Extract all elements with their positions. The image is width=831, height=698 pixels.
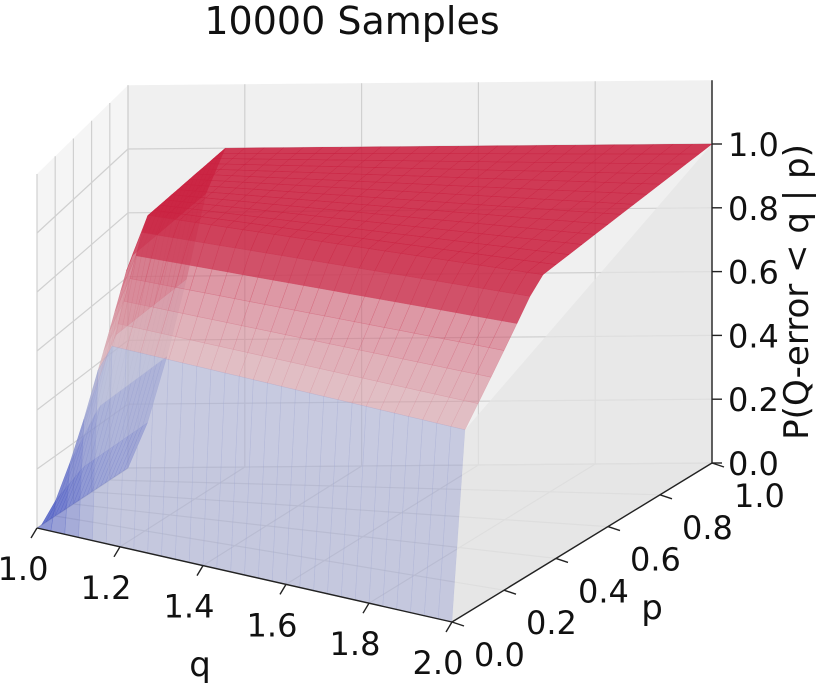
x-axis-label: q — [189, 645, 211, 685]
grid-line-z-left — [36, 212, 129, 293]
x-tick-mark — [30, 527, 38, 539]
grid-line-z-left — [36, 276, 129, 352]
z-tick-label: 1.0 — [728, 126, 779, 164]
x-tick-label: 1.4 — [164, 588, 215, 626]
y-tick-label: 0.2 — [526, 604, 577, 642]
y-tick-mark — [503, 589, 517, 595]
z-tick-label: 0.0 — [728, 445, 779, 483]
y-tick-mark — [555, 557, 569, 564]
y-tick-mark — [607, 525, 621, 532]
z-tick-label: 0.4 — [728, 317, 779, 355]
x-tick-mark — [362, 602, 370, 614]
surface-mesh — [36, 143, 713, 623]
axis-edge — [451, 462, 713, 623]
x-tick-mark — [445, 621, 453, 633]
x-tick-mark — [279, 584, 287, 595]
y-tick-mark — [659, 494, 673, 500]
x-tick-label: 2.0 — [413, 644, 464, 682]
x-tick-label: 1.0 — [0, 550, 48, 588]
axis-edge — [36, 527, 453, 623]
z-axis-label: P(Q-error < q | p) — [777, 144, 817, 440]
y-tick-label: 0.0 — [474, 636, 525, 674]
x-tick-mark — [196, 565, 204, 576]
x-tick-mark — [113, 546, 121, 558]
x-tick-label: 1.6 — [247, 606, 298, 644]
x-tick-label: 1.2 — [81, 569, 132, 607]
y-axis-label: p — [641, 588, 663, 628]
x-tick-label: 1.8 — [330, 625, 381, 663]
z-tick-label: 0.6 — [728, 254, 779, 292]
tick-labels: 1.0 1.2 1.4 1.6 1.8 2.0 0.00.20.40.60.81.00.00… — [0, 126, 785, 682]
y-tick-label: 1.0 — [734, 477, 785, 515]
y-tick-mark — [451, 621, 465, 627]
y-tick-label: 0.4 — [578, 572, 629, 610]
grid-line-z-left — [36, 148, 129, 234]
z-tick-label: 0.2 — [728, 381, 779, 419]
y-tick-label: 0.6 — [630, 541, 681, 579]
chart-title: 10000 Samples — [204, 0, 499, 43]
y-tick-label: 0.8 — [682, 509, 733, 547]
z-tick-label: 0.8 — [728, 190, 779, 228]
